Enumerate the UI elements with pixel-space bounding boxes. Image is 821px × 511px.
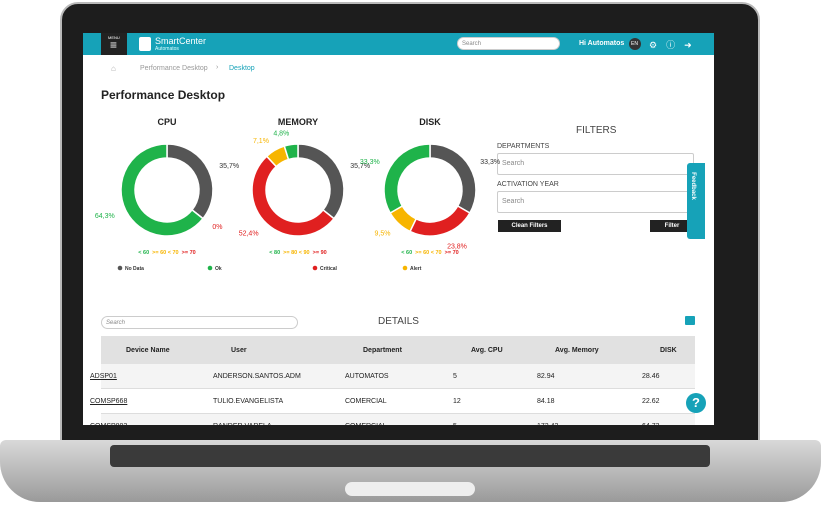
menu-label: MENU <box>108 35 120 40</box>
grid-toggle[interactable] <box>685 316 695 325</box>
user[interactable]: Hi Automatos <box>579 40 625 47</box>
trackpad-notch <box>345 482 475 496</box>
table-cell[interactable]: COMSP668 <box>90 398 128 405</box>
filter-label: DEPARTMENTS <box>497 143 550 150</box>
header-search[interactable]: Search <box>457 37 560 50</box>
feedback: Feedback <box>689 172 696 200</box>
column-header[interactable]: User <box>231 347 247 354</box>
year-select[interactable]: Search <box>497 191 694 213</box>
menu-button[interactable] <box>101 33 127 55</box>
table-row: COMSP803 RANDER.VARELA COMERCIAL 5 172.42 64.… <box>90 414 695 425</box>
home-icon[interactable]: ⌂ <box>111 64 116 73</box>
table-cell[interactable]: COMSP803 <box>90 423 127 425</box>
lang: EN <box>631 41 638 47</box>
table-cell: COMERCIAL <box>345 423 387 425</box>
filter-label: ACTIVATION YEAR <box>497 181 559 188</box>
table-cell: COMERCIAL <box>345 398 387 405</box>
breadcrumb-item: Desktop <box>229 65 255 72</box>
brand-logo <box>139 37 151 51</box>
column-header[interactable]: Avg. CPU <box>471 347 503 354</box>
table-cell: 5 <box>453 373 457 380</box>
table-cell[interactable]: ADSP01 <box>90 373 117 380</box>
table-cell: 64.73 <box>642 423 660 425</box>
column-header[interactable]: Device Name <box>126 347 170 354</box>
table-cell: TULIO.EVANGELISTA <box>213 398 284 405</box>
details-title: DETAILS <box>378 316 419 327</box>
lang-badge[interactable] <box>629 38 641 50</box>
table-cell: 5 <box>453 423 457 425</box>
departments-select[interactable]: Search <box>497 153 694 175</box>
filters-title: FILTERS <box>576 125 617 136</box>
table-cell: 12 <box>453 398 461 405</box>
filter-button[interactable]: Filter <box>650 220 694 232</box>
column-header[interactable]: Department <box>363 347 402 354</box>
menu-icon: ≡ <box>110 38 118 52</box>
table-cell: RANDER.VARELA <box>213 423 272 425</box>
table-cell: ANDERSON.SANTOS.ADM <box>213 373 301 380</box>
breadcrumb-item[interactable]: Performance Desktop <box>140 65 208 72</box>
breadcrumb-sep: › <box>216 64 219 71</box>
details-search[interactable]: Search <box>101 316 298 329</box>
brand-sub: Automatos <box>155 46 179 52</box>
table-cell: 82.94 <box>537 373 555 380</box>
table-cell: 172.42 <box>537 423 558 425</box>
brand: SmartCenter <box>155 36 207 46</box>
table-cell: 22.62 <box>642 398 660 405</box>
column-header[interactable]: Avg. Memory <box>555 347 599 354</box>
table-header-row: Device Name User Department Avg. CPU Avg. Me… <box>101 336 695 364</box>
table-header <box>101 336 695 364</box>
clean-filters-button[interactable]: Clean Filters <box>498 220 561 232</box>
help-button[interactable]: ? <box>686 393 706 413</box>
feedback-tab[interactable] <box>687 163 705 239</box>
keyboard-hinge <box>110 445 710 467</box>
screen: MENU ≡ SmartCenter Automatos Search Hi A… <box>83 33 714 425</box>
table-cell: 84.18 <box>537 398 555 405</box>
table-cell: 28.46 <box>642 373 660 380</box>
table-row: COMSP668 TULIO.EVANGELISTA COMERCIAL 12 84.1… <box>90 389 695 414</box>
column-header[interactable]: DISK <box>660 347 677 354</box>
table-row: ADSP01 ANDERSON.SANTOS.ADM AUTOMATOS 5 82.94… <box>90 364 695 389</box>
page-title: Performance Desktop <box>101 88 226 102</box>
header-icons[interactable]: ⚙ⓘ➜ <box>649 40 701 50</box>
table-cell: AUTOMATOS <box>345 373 389 380</box>
